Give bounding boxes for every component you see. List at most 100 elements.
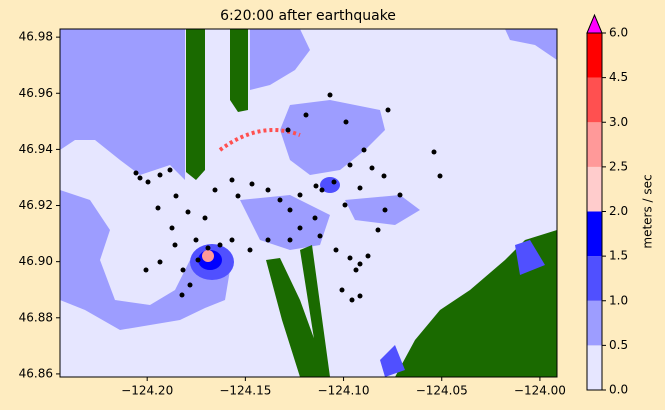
gauge-dot <box>385 107 391 113</box>
gauge-dot <box>287 237 293 243</box>
colorbar-label: meters / sec <box>641 174 655 248</box>
current-zone <box>218 128 301 152</box>
current-zone <box>202 250 214 262</box>
gauge-dot <box>157 259 163 265</box>
x-tick-label: −124.05 <box>416 384 468 398</box>
colorbar-tick-label: 6.0 <box>609 26 628 40</box>
y-tick-label: 46.96 <box>19 86 53 100</box>
land <box>186 29 248 180</box>
axes-frame <box>59 28 558 378</box>
gauge-dot <box>347 255 353 261</box>
gauge-dot <box>347 162 353 168</box>
colorbar-segment <box>587 166 602 212</box>
gauge-dot <box>133 170 139 176</box>
gauge-dot <box>361 147 367 153</box>
y-tick-label: 46.90 <box>19 254 53 268</box>
gauge-dot <box>179 292 185 298</box>
colorbar-segment <box>587 300 602 346</box>
gauge-dot <box>365 253 371 259</box>
gauge-dot <box>205 245 211 251</box>
colorbar-tick-label: 1.5 <box>609 249 628 263</box>
gauge-dot <box>343 119 349 125</box>
gauge-dot <box>235 193 241 199</box>
gauge-dot <box>265 187 271 193</box>
gauge-dot <box>202 215 208 221</box>
y-tick-label: 46.88 <box>19 310 53 324</box>
colorbar-segment <box>587 211 602 257</box>
gauge-dot <box>285 127 291 133</box>
land <box>395 230 557 377</box>
colorbar-tick-label: 2.0 <box>609 204 628 218</box>
gauge-dot <box>431 149 437 155</box>
gauges <box>133 92 443 303</box>
gauge-dot <box>169 225 175 231</box>
x-tick-label: −124.20 <box>121 384 173 398</box>
gauge-dot <box>397 192 403 198</box>
gauge-dot <box>143 267 149 273</box>
colorbar-tick-label: 0.5 <box>609 338 628 352</box>
colorbar-segment <box>587 256 602 301</box>
current-zone <box>60 29 230 330</box>
x-tick-label: −124.00 <box>514 384 566 398</box>
gauge-dot <box>303 112 309 118</box>
colorbar-segment <box>587 33 602 78</box>
gauge-dot <box>155 205 161 211</box>
colorbar-tick-label: 3.0 <box>609 115 628 129</box>
colorbar-tick-label: 0.0 <box>609 383 628 397</box>
gauge-dot <box>297 225 303 231</box>
gauge-dot <box>172 242 178 248</box>
gauge-dot <box>353 267 359 273</box>
gauge-dot <box>249 181 255 187</box>
gauge-dot <box>229 237 235 243</box>
gauge-dot <box>229 177 235 183</box>
gauge-dot <box>195 257 201 263</box>
current-zone <box>380 240 545 377</box>
y-tick-label: 46.98 <box>19 30 53 44</box>
gauge-dot <box>357 293 363 299</box>
colorbar-tick-label: 2.5 <box>609 159 628 173</box>
gauge-dot <box>247 247 253 253</box>
gauge-dot <box>312 215 318 221</box>
y-tick-label: 46.86 <box>19 366 53 380</box>
gauge-dot <box>157 172 163 178</box>
gauge-dot <box>313 183 319 189</box>
gauge-dot <box>333 247 339 253</box>
gauge-dot <box>342 202 348 208</box>
gauge-dot <box>265 237 271 243</box>
gauge-dot <box>381 173 387 179</box>
gauge-dot <box>287 207 293 213</box>
current-zone <box>240 29 557 250</box>
gauge-dot <box>331 179 337 185</box>
gauge-dot <box>277 197 283 203</box>
gauge-dot <box>382 207 388 213</box>
gauge-dot <box>145 179 151 185</box>
gauge-dot <box>297 192 303 198</box>
gauge-dot <box>137 175 143 181</box>
land <box>266 245 330 377</box>
gauge-dot <box>212 187 218 193</box>
gauge-dot <box>185 209 191 215</box>
map-area <box>59 28 558 378</box>
gauge-dot <box>437 173 443 179</box>
gauge-dot <box>327 92 333 98</box>
colorbar-segment <box>587 345 602 390</box>
gauge-dot <box>357 185 363 191</box>
y-tick-label: 46.94 <box>19 142 53 156</box>
gauge-dot <box>173 193 179 199</box>
gauge-dot <box>357 261 363 267</box>
gauge-dot <box>369 165 375 171</box>
y-tick-label: 46.92 <box>19 198 53 212</box>
gauge-dot <box>193 237 199 243</box>
gauge-dot <box>317 233 323 239</box>
gauge-dot <box>339 287 345 293</box>
gauge-dot <box>319 187 325 193</box>
x-tick-label: −124.10 <box>318 384 370 398</box>
x-tick-label: −124.15 <box>219 384 271 398</box>
colorbar-tick-label: 4.5 <box>609 70 628 84</box>
gauge-dot <box>167 167 173 173</box>
colorbar-tick-label: 1.0 <box>609 293 628 307</box>
gauge-dot <box>375 227 381 233</box>
colorbar-segment <box>587 77 602 123</box>
colorbar-segment <box>587 122 602 167</box>
